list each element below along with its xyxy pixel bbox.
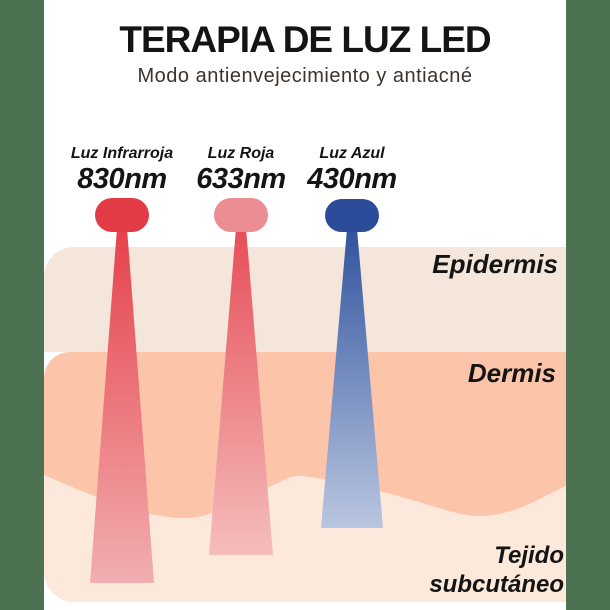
blue-light-beam — [321, 229, 383, 528]
blue-led-bulb-icon — [325, 199, 379, 232]
blue-light-label-group: Luz Azul 430nm — [307, 145, 397, 196]
blue-wavelength: 430nm — [307, 163, 397, 195]
dermis-label: Dermis — [467, 358, 556, 388]
red-led-bulb-icon — [214, 198, 268, 232]
page-title: TERAPIA DE LUZ LED — [119, 19, 491, 60]
led-lights-diagram — [90, 198, 383, 583]
subcutaneous-label-line2: subcutáneo — [429, 571, 564, 598]
infographic-card: TERAPIA DE LUZ LED Modo antienvejecimien… — [44, 0, 566, 610]
red-light-name: Luz Roja — [207, 145, 275, 162]
infrared-led-bulb-icon — [95, 198, 149, 232]
red-light-label-group: Luz Roja 633nm — [196, 145, 286, 196]
blue-light-name: Luz Azul — [319, 145, 385, 162]
wave-path — [44, 475, 566, 530]
page-subtitle: Modo antienvejecimiento y antiacné — [137, 65, 473, 87]
subcutaneous-label: Tejido subcutáneo — [429, 541, 564, 599]
infrared-light-name: Luz Infrarroja — [70, 145, 174, 162]
dermis-wave-boundary — [44, 475, 566, 530]
epidermis-label: Epidermis — [432, 249, 558, 279]
infrared-light-label-group: Luz Infrarroja 830nm — [71, 145, 173, 196]
infrared-wavelength: 830nm — [77, 163, 167, 195]
red-wavelength: 633nm — [196, 163, 286, 195]
infrared-light-beam — [90, 228, 154, 583]
red-light-beam — [209, 228, 273, 555]
subcutaneous-label-line1: Tejido — [494, 542, 564, 569]
